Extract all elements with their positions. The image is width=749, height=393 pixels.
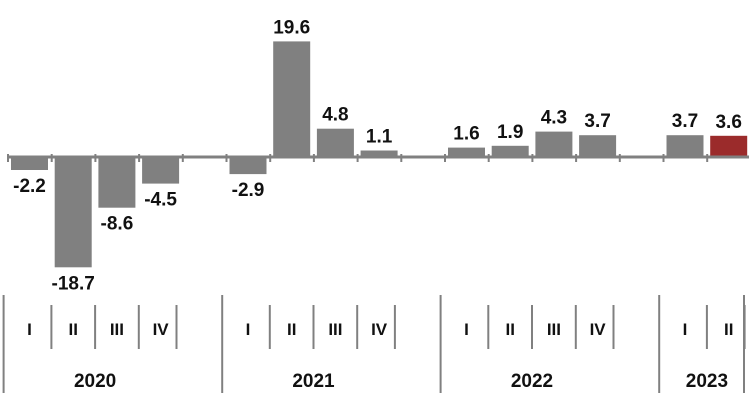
year-label-2022: 2022: [511, 371, 553, 392]
bar-9: [448, 147, 485, 157]
value-label-9: 1.6: [453, 124, 479, 145]
quarter-label-13: I: [683, 320, 688, 339]
quarter-label-9: I: [464, 320, 469, 339]
bar-13: [666, 135, 704, 157]
value-label-6: 19.6: [273, 17, 310, 38]
value-label-4: -4.5: [144, 190, 177, 211]
bar-5: [229, 157, 267, 175]
quarter-label-1: I: [27, 320, 32, 339]
bar-10: [491, 145, 529, 157]
bar-14: [710, 135, 748, 157]
quarter-label-8: IV: [371, 320, 388, 339]
x-axis: [7, 154, 749, 162]
bar-2: [54, 157, 92, 268]
value-label-12: 3.7: [584, 111, 610, 132]
value-label-2: -18.7: [52, 273, 95, 294]
value-label-1: -2.2: [13, 176, 46, 197]
value-label-14: 3.6: [715, 112, 741, 133]
value-label-11: 4.3: [541, 108, 567, 129]
bar-3: [98, 157, 136, 208]
value-label-7: 4.8: [322, 105, 348, 126]
quarter-label-12: IV: [590, 320, 607, 339]
value-label-10: 1.9: [497, 122, 523, 143]
value-label-8: 1.1: [366, 127, 393, 148]
bar-12: [579, 135, 617, 157]
value-label-13: 3.7: [672, 111, 698, 132]
value-labels-group: -2.2 -18.7 -8.6 -4.5 -2.9 19.6 4.8 1.1 1.6 1.9 4.3…: [13, 17, 742, 294]
quarter-label-10: II: [505, 320, 514, 339]
quarter-label-5: I: [246, 320, 251, 339]
year-label-2021: 2021: [292, 371, 335, 392]
bar-4: [142, 157, 180, 184]
quarter-label-14: II: [724, 320, 733, 339]
quarter-label-2: II: [68, 320, 77, 339]
value-label-3: -8.6: [101, 214, 134, 235]
year-label-2020: 2020: [74, 371, 116, 392]
quarter-label-11: III: [547, 320, 561, 339]
bar-7: [316, 128, 354, 157]
bar-1: [11, 157, 48, 170]
quarter-label-3: III: [110, 320, 124, 339]
value-label-5: -2.9: [232, 180, 265, 201]
bars-group: [11, 41, 748, 268]
quarter-label-7: III: [328, 320, 342, 339]
quarter-label-4: IV: [153, 320, 170, 339]
bar-8: [360, 150, 398, 157]
bar-11: [535, 131, 573, 157]
bar-6: [273, 41, 311, 157]
year-label-2023: 2023: [686, 371, 728, 392]
quarter-label-6: II: [287, 320, 296, 339]
